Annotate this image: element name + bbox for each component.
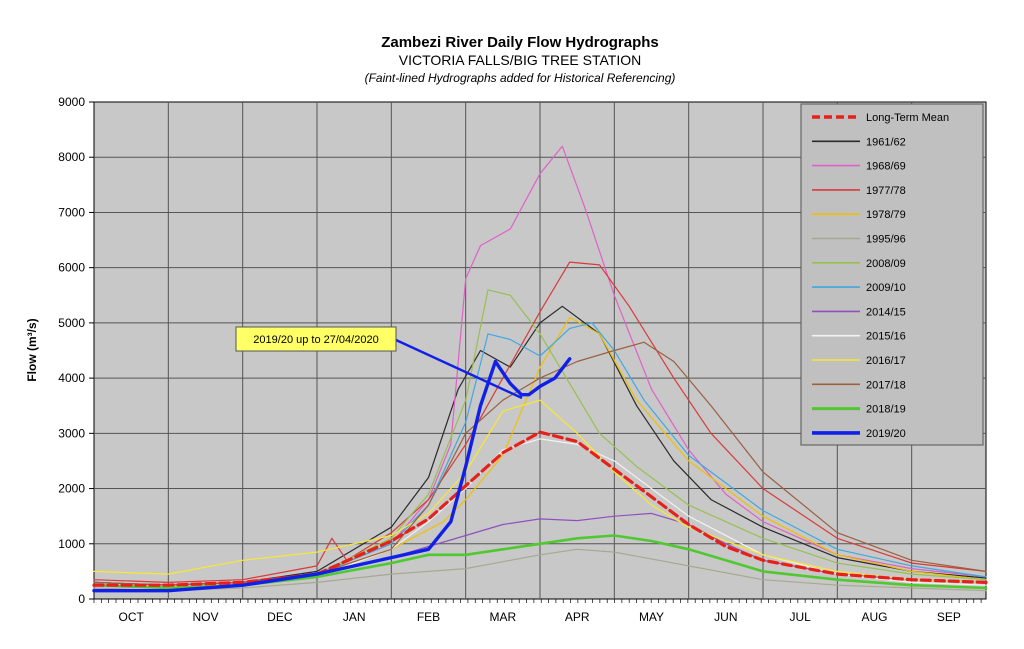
chart-title: Zambezi River Daily Flow Hydrographs xyxy=(381,34,659,51)
legend-label: 2016/17 xyxy=(866,355,906,367)
legend-label: 1961/62 xyxy=(866,136,906,148)
series-lines xyxy=(92,145,988,593)
y-tick-label: 8000 xyxy=(58,150,85,164)
series-line-2019-20 xyxy=(92,357,572,593)
legend-label: Long-Term Mean xyxy=(866,112,949,124)
y-axis: 0 1000 2000 3000 4000 5000 6000 7000 8000 9000 xyxy=(58,95,94,606)
x-tick-label: OCT xyxy=(118,610,144,624)
legend-label: 2017/18 xyxy=(866,379,906,391)
series-line-1961-62 xyxy=(93,305,987,586)
y-tick-label: 1000 xyxy=(58,537,85,551)
chart-subtitle: VICTORIA FALLS/BIG TREE STATION xyxy=(399,52,641,68)
y-tick-label: 5000 xyxy=(58,316,85,330)
x-tick-label: JAN xyxy=(343,610,366,624)
legend-label: 1977/78 xyxy=(866,185,906,197)
series-line-1995-96 xyxy=(93,548,987,592)
x-tick-label: JUL xyxy=(789,610,811,624)
legend-label: 2014/15 xyxy=(866,306,906,318)
y-tick-label: 2000 xyxy=(58,482,85,496)
legend: Long-Term Mean 1961/62 1968/69 1977/78 1978/… xyxy=(812,112,949,440)
legend-label: 2009/10 xyxy=(866,282,906,294)
annotation-arrow xyxy=(395,338,523,400)
x-tick-label: JUN xyxy=(714,610,737,624)
legend-box xyxy=(800,103,984,446)
legend-label: 2008/09 xyxy=(866,258,906,270)
y-tick-label: 7000 xyxy=(58,205,85,219)
annotation: 2019/20 up to 27/04/2020 xyxy=(235,326,523,400)
y-tick-label: 0 xyxy=(78,592,85,606)
x-tick-label: MAY xyxy=(639,610,664,624)
legend-label: 2015/16 xyxy=(866,331,906,343)
x-tick-label: AUG xyxy=(861,610,887,624)
x-tick-label: DEC xyxy=(267,610,293,624)
x-tick-label: APR xyxy=(565,610,590,624)
series-line-2016-17 xyxy=(93,399,987,584)
x-tick-label: MAR xyxy=(489,610,516,624)
annotation-label: 2019/20 up to 27/04/2020 xyxy=(253,334,378,346)
legend-label: 2018/19 xyxy=(866,404,906,416)
y-tick-label: 6000 xyxy=(58,261,85,275)
x-tick-label: SEP xyxy=(937,610,961,624)
x-tick-label: NOV xyxy=(192,610,218,624)
legend-label: 1968/69 xyxy=(866,161,906,173)
x-tick-label: FEB xyxy=(417,610,440,624)
y-tick-label: 9000 xyxy=(58,95,85,109)
y-axis-label: Flow (m³/s) xyxy=(25,318,39,381)
legend-label: 2019/20 xyxy=(866,428,906,440)
annotation-box xyxy=(235,326,397,352)
legend-label: 1995/96 xyxy=(866,234,906,246)
chart-note: (Faint-lined Hydrographs added for Histo… xyxy=(365,71,676,85)
x-axis: OCT NOV DEC JAN FEB MAR APR MAY JUN JUL AUG SEP xyxy=(93,599,982,624)
y-tick-label: 3000 xyxy=(58,426,85,440)
legend-label: 1978/79 xyxy=(866,209,906,221)
series-line-2018-19 xyxy=(92,534,988,590)
y-tick-label: 4000 xyxy=(58,371,85,385)
series-line-1977-78 xyxy=(93,261,987,584)
